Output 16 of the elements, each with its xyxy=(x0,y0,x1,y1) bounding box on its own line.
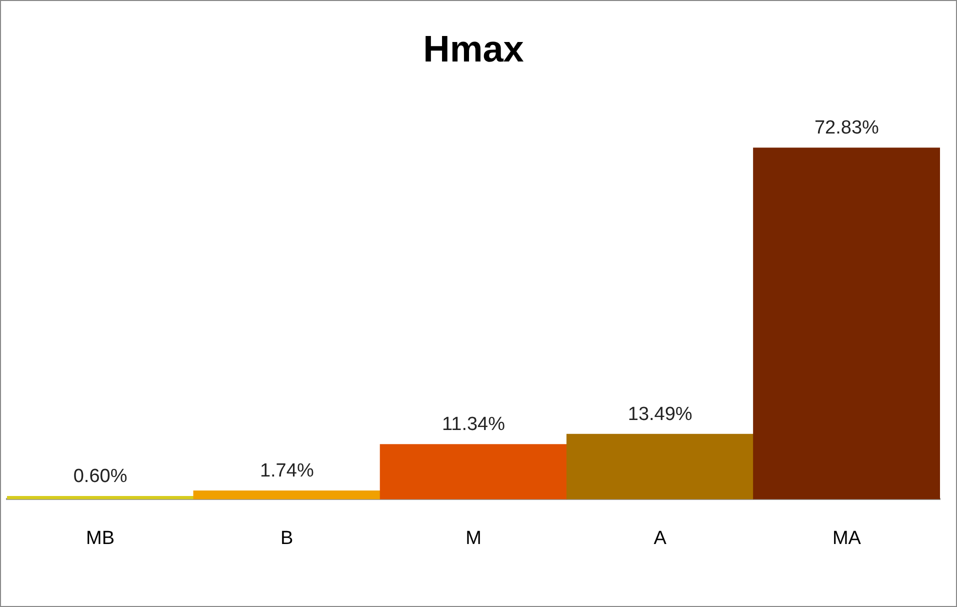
data-label: 1.74% xyxy=(260,460,314,482)
data-label: 0.60% xyxy=(73,466,128,488)
data-label: 11.34% xyxy=(442,414,506,436)
bar xyxy=(380,444,568,500)
bar xyxy=(566,434,754,500)
x-tick-label: M xyxy=(466,528,482,549)
x-tick-label: MB xyxy=(86,528,115,549)
bar xyxy=(7,496,194,500)
chart-title: Hmax xyxy=(423,28,524,70)
bar xyxy=(193,490,381,500)
x-tick-label: MA xyxy=(832,528,862,549)
data-label: 72.83% xyxy=(814,118,880,139)
x-tick-label: A xyxy=(654,528,667,549)
bar xyxy=(753,148,940,500)
x-tick-label: B xyxy=(280,528,294,549)
data-label: 13.49% xyxy=(628,404,692,425)
